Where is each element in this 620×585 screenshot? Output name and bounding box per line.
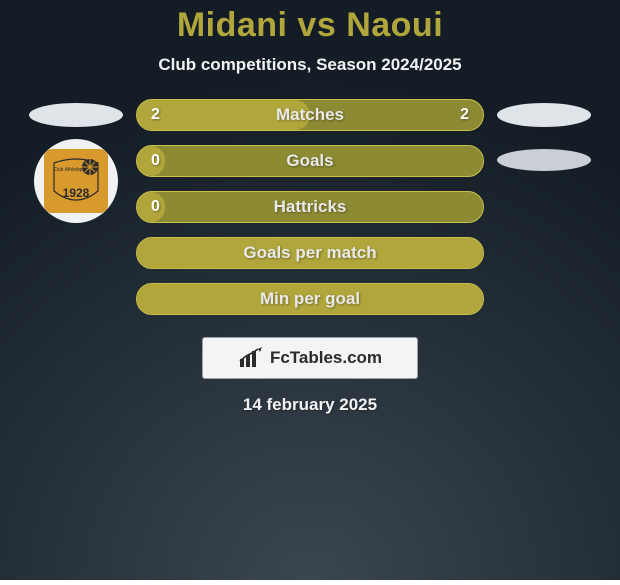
stat-bar-min-per-goal: Min per goal — [136, 283, 484, 315]
stats-container: 2 Matches 2 1928 Club Athletique — [0, 99, 620, 315]
right-side-slot — [484, 103, 604, 127]
stat-bar-fill — [137, 284, 483, 314]
stat-left-value: 2 — [151, 106, 160, 124]
club-badge-left: 1928 Club Athletique — [34, 139, 118, 223]
brand-badge[interactable]: FcTables.com — [202, 337, 418, 379]
player-right-ellipse-2 — [497, 149, 591, 171]
stat-row: 1928 Club Athletique 0 Goals 0 Hattricks — [0, 145, 620, 223]
right-side-slot — [484, 145, 604, 171]
stat-bar-fill — [137, 238, 483, 268]
stat-bar-hattricks: 0 Hattricks — [136, 191, 484, 223]
stat-bar-matches: 2 Matches 2 — [136, 99, 484, 131]
stat-row: 2 Matches 2 — [0, 99, 620, 131]
player-left-ellipse — [29, 103, 123, 127]
left-side-slot — [16, 103, 136, 127]
brand-chart-icon — [238, 347, 264, 369]
content-root: Midani vs Naoui Club competitions, Seaso… — [0, 0, 620, 580]
stat-row: Goals per match — [0, 237, 620, 269]
page-subtitle: Club competitions, Season 2024/2025 — [158, 55, 461, 75]
player-right-ellipse — [497, 103, 591, 127]
left-side-slot: 1928 Club Athletique — [16, 139, 136, 223]
stat-left-value: 0 — [151, 198, 160, 216]
brand-text: FcTables.com — [270, 348, 382, 368]
svg-text:Club Athletique: Club Athletique — [53, 167, 87, 173]
stat-bar-goals-per-match: Goals per match — [136, 237, 484, 269]
club-badge-icon: 1928 Club Athletique — [44, 149, 108, 213]
stat-bar-goals: 0 Goals — [136, 145, 484, 177]
stat-label: Goals — [137, 151, 483, 171]
stat-left-value: 0 — [151, 152, 160, 170]
stat-row: Min per goal — [0, 283, 620, 315]
stat-right-value: 2 — [460, 106, 469, 124]
page-title: Midani vs Naoui — [177, 6, 443, 45]
svg-text:1928: 1928 — [63, 186, 90, 200]
date-text: 14 february 2025 — [243, 395, 377, 415]
stat-label: Hattricks — [137, 197, 483, 217]
stat-bar-fill — [137, 100, 310, 130]
